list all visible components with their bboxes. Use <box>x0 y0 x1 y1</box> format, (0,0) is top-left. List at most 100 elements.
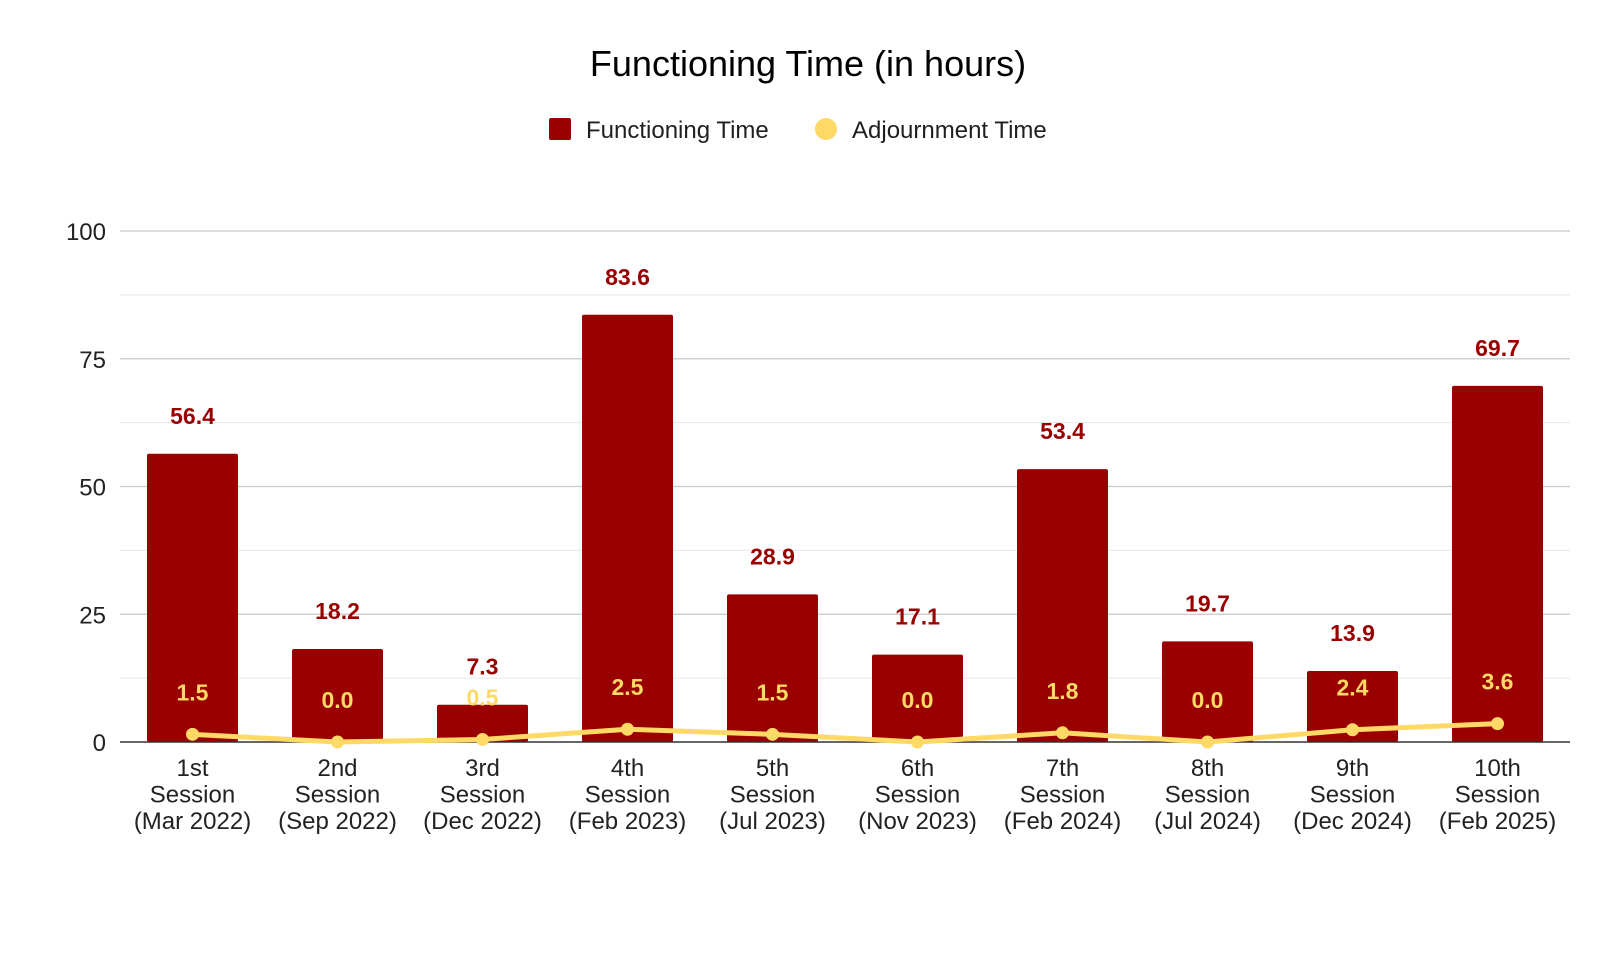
y-tick-label: 50 <box>79 475 106 502</box>
y-tick-label: 25 <box>79 602 106 629</box>
x-category-label-line: Session <box>1310 782 1395 809</box>
x-category-label-line: 5th <box>756 755 789 782</box>
x-category-label-line: (Feb 2025) <box>1439 808 1556 835</box>
x-category-label-line: 6th <box>901 755 934 782</box>
x-category-label: 8th Session (Jul 2024) <box>1154 755 1261 835</box>
x-category-label-line: Session <box>440 782 525 809</box>
legend: Functioning Time Adjournment Time <box>549 117 1047 144</box>
legend-swatch-functioning-time <box>549 118 571 140</box>
bar-data-label: 28.9 <box>750 543 795 569</box>
bar-data-label: 7.3 <box>467 654 499 680</box>
y-tick-label: 75 <box>79 347 106 374</box>
x-category-label-line: (Jul 2024) <box>1154 808 1261 835</box>
x-category-label: 7th Session (Feb 2024) <box>1004 755 1121 835</box>
bars <box>147 314 1543 742</box>
bar <box>147 453 238 742</box>
bar-data-label: 13.9 <box>1330 620 1375 646</box>
x-category-label-line: 1st <box>176 755 208 782</box>
x-category-label-line: 8th <box>1191 755 1224 782</box>
line-point <box>1201 735 1214 749</box>
line-data-label: 0.0 <box>902 687 934 713</box>
line-point <box>186 727 199 741</box>
bar-data-label: 17.1 <box>895 604 940 630</box>
bar-data-label: 83.6 <box>605 264 650 290</box>
bar-data-label: 19.7 <box>1185 590 1230 616</box>
x-category-label-line: 9th <box>1336 755 1369 782</box>
x-category-label-line: Session <box>295 782 380 809</box>
x-category-label-line: (Feb 2023) <box>569 808 686 835</box>
line-point <box>766 727 779 741</box>
bar <box>582 314 673 742</box>
x-category-label-line: (Dec 2022) <box>423 808 542 835</box>
gridlines <box>120 230 1570 679</box>
bar <box>872 654 963 742</box>
bar <box>292 648 383 742</box>
x-category-label-line: Session <box>875 782 960 809</box>
x-category-label-line: (Feb 2024) <box>1004 808 1121 835</box>
x-category-label-line: Session <box>1020 782 1105 809</box>
bar-data-label: 53.4 <box>1040 418 1085 444</box>
bar <box>727 594 818 742</box>
line-data-label: 0.0 <box>1192 687 1224 713</box>
x-category-label: 6th Session (Nov 2023) <box>858 755 977 835</box>
x-category-label-line: Session <box>1455 782 1540 809</box>
x-category-label-line: 4th <box>611 755 644 782</box>
bar <box>1452 385 1543 742</box>
line-point <box>911 735 924 749</box>
x-category-label: 10th Session (Feb 2025) <box>1439 755 1556 835</box>
x-category-label-line: 3rd <box>465 755 500 782</box>
line-data-label: 3.6 <box>1482 669 1514 695</box>
line-data-label: 1.5 <box>177 679 209 705</box>
y-tick-label: 0 <box>93 730 106 757</box>
x-category-label: 1st Session (Mar 2022) <box>134 755 251 835</box>
x-category-label-line: (Dec 2024) <box>1293 808 1412 835</box>
x-category-label-line: 7th <box>1046 755 1079 782</box>
bar-data-labels: 56.4 18.2 7.3 83.6 28.9 17.1 53.4 19.7 13.9 69.7 <box>170 264 1520 680</box>
line-point <box>1056 726 1069 740</box>
bar <box>437 704 528 742</box>
x-category-label-line: 10th <box>1474 755 1521 782</box>
legend-label-functioning-time: Functioning Time <box>586 117 769 144</box>
line-data-label: 0.5 <box>467 684 499 710</box>
line-point <box>331 735 344 749</box>
adjournment-series-line <box>190 721 1500 745</box>
line-point <box>1491 717 1504 731</box>
x-category-label-line: Session <box>730 782 815 809</box>
bar <box>1162 641 1253 742</box>
legend-label-adjournment-time: Adjournment Time <box>852 117 1047 144</box>
x-axis-labels: 1st Session (Mar 2022)2nd Session (Sep 2022)… <box>134 755 1556 835</box>
line-data-label: 0.0 <box>322 687 354 713</box>
legend-swatch-adjournment-time <box>815 118 837 140</box>
line-data-label: 2.5 <box>612 674 644 700</box>
x-category-label-line: Session <box>150 782 235 809</box>
x-category-label-line: Session <box>1165 782 1250 809</box>
y-axis-ticks: 0 25 50 75 100 <box>66 219 106 757</box>
bar-data-label: 69.7 <box>1475 335 1520 361</box>
line-data-label: 1.8 <box>1047 678 1079 704</box>
line-point <box>476 732 489 746</box>
x-category-label-line: (Sep 2022) <box>278 808 397 835</box>
bar <box>1017 469 1108 742</box>
x-category-label: 2nd Session (Sep 2022) <box>278 755 397 835</box>
x-category-label-line: (Jul 2023) <box>719 808 826 835</box>
y-tick-label: 100 <box>66 219 106 246</box>
x-category-label: 9th Session (Dec 2024) <box>1293 755 1412 835</box>
x-category-label-line: Session <box>585 782 670 809</box>
x-category-label: 4th Session (Feb 2023) <box>569 755 686 835</box>
line-data-label: 1.5 <box>757 679 789 705</box>
x-category-label: 3rd Session (Dec 2022) <box>423 755 542 835</box>
adjournment-line <box>186 717 1504 749</box>
x-category-label-line: 2nd <box>317 755 357 782</box>
chart-title: Functioning Time (in hours) <box>590 43 1026 84</box>
x-category-label-line: (Nov 2023) <box>858 808 977 835</box>
bar-data-label: 56.4 <box>170 403 215 429</box>
line-data-labels: 1.5 0.0 0.5 2.5 1.5 0.0 1.8 0.0 2.4 3.6 <box>177 669 1514 713</box>
x-category-label: 5th Session (Jul 2023) <box>719 755 826 835</box>
bar-data-label: 18.2 <box>315 598 360 624</box>
line-data-label: 2.4 <box>1337 675 1369 701</box>
line-point <box>621 722 634 736</box>
line-point <box>1346 723 1359 737</box>
x-category-label-line: (Mar 2022) <box>134 808 251 835</box>
bar <box>1307 670 1398 742</box>
